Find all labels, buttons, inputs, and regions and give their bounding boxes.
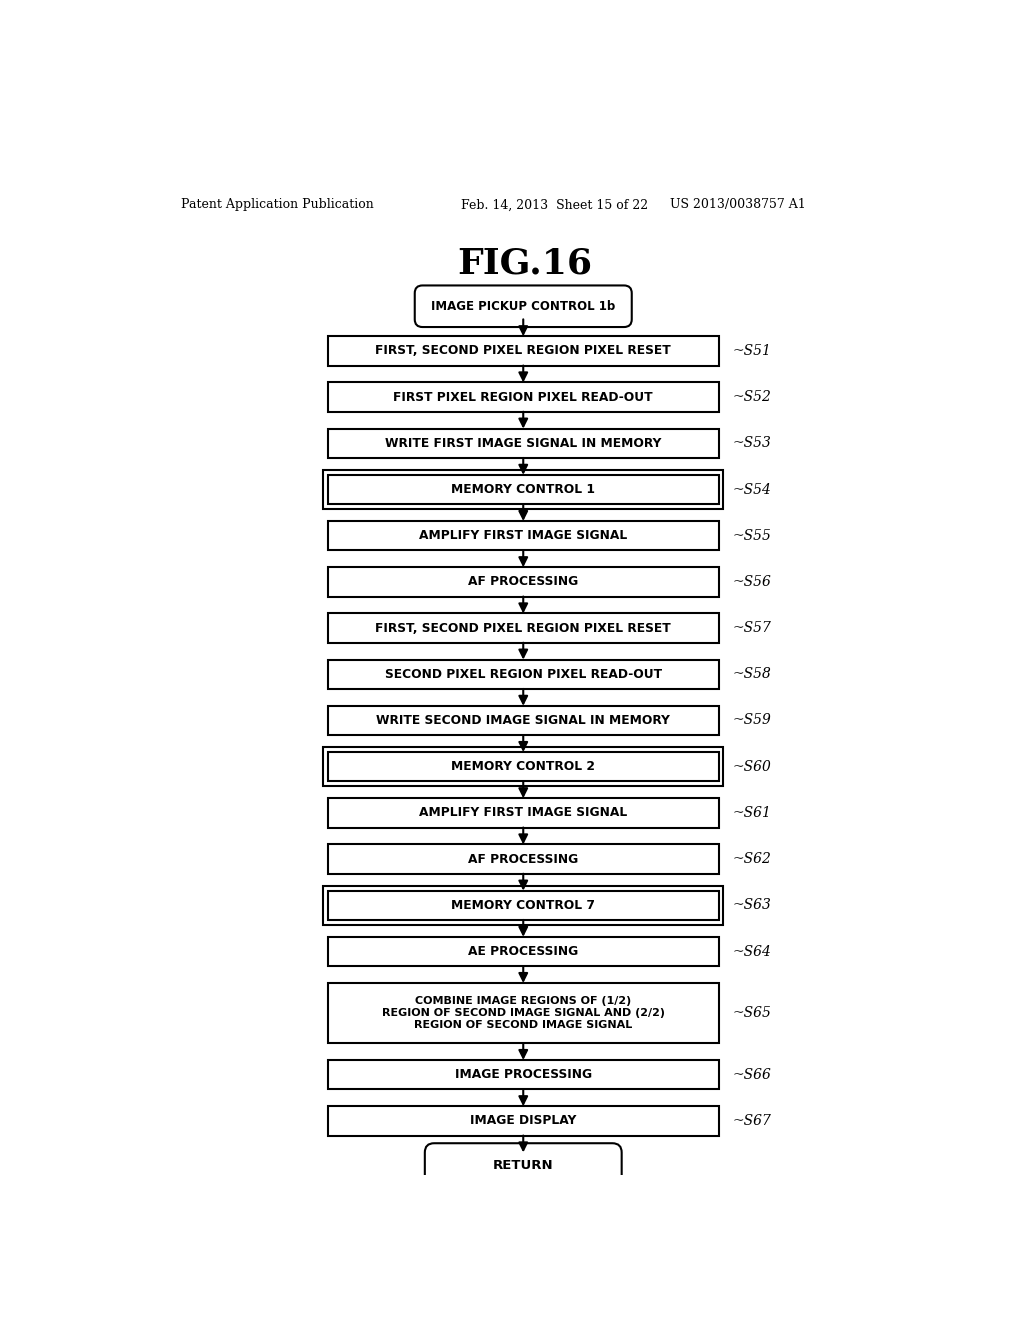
Text: MEMORY CONTROL 1: MEMORY CONTROL 1 xyxy=(452,483,595,496)
FancyBboxPatch shape xyxy=(328,845,719,874)
Text: ~S63: ~S63 xyxy=(732,899,771,912)
Text: FIG.16: FIG.16 xyxy=(458,247,592,281)
FancyBboxPatch shape xyxy=(328,891,719,920)
FancyBboxPatch shape xyxy=(324,470,723,508)
FancyBboxPatch shape xyxy=(324,747,723,785)
Text: Patent Application Publication: Patent Application Publication xyxy=(180,198,374,211)
Text: ~S52: ~S52 xyxy=(732,391,771,404)
FancyBboxPatch shape xyxy=(328,752,719,781)
FancyBboxPatch shape xyxy=(328,937,719,966)
Text: MEMORY CONTROL 7: MEMORY CONTROL 7 xyxy=(452,899,595,912)
Text: ~S62: ~S62 xyxy=(732,853,771,866)
Text: AF PROCESSING: AF PROCESSING xyxy=(468,576,579,589)
Text: FIRST, SECOND PIXEL REGION PIXEL RESET: FIRST, SECOND PIXEL REGION PIXEL RESET xyxy=(376,345,671,358)
Text: FIRST, SECOND PIXEL REGION PIXEL RESET: FIRST, SECOND PIXEL REGION PIXEL RESET xyxy=(376,622,671,635)
Text: ~S54: ~S54 xyxy=(732,483,771,496)
FancyBboxPatch shape xyxy=(328,1060,719,1089)
Text: RETURN: RETURN xyxy=(493,1159,554,1172)
Text: ~S64: ~S64 xyxy=(732,945,771,958)
FancyBboxPatch shape xyxy=(328,383,719,412)
Text: IMAGE PICKUP CONTROL 1b: IMAGE PICKUP CONTROL 1b xyxy=(431,300,615,313)
Text: ~S58: ~S58 xyxy=(732,668,771,681)
Text: Feb. 14, 2013  Sheet 15 of 22: Feb. 14, 2013 Sheet 15 of 22 xyxy=(461,198,648,211)
FancyBboxPatch shape xyxy=(328,337,719,366)
Text: IMAGE PROCESSING: IMAGE PROCESSING xyxy=(455,1068,592,1081)
Text: ~S57: ~S57 xyxy=(732,622,771,635)
FancyBboxPatch shape xyxy=(328,429,719,458)
Text: AMPLIFY FIRST IMAGE SIGNAL: AMPLIFY FIRST IMAGE SIGNAL xyxy=(419,807,628,820)
Text: MEMORY CONTROL 2: MEMORY CONTROL 2 xyxy=(452,760,595,774)
Text: ~S56: ~S56 xyxy=(732,576,771,589)
FancyBboxPatch shape xyxy=(328,568,719,597)
Text: AMPLIFY FIRST IMAGE SIGNAL: AMPLIFY FIRST IMAGE SIGNAL xyxy=(419,529,628,543)
Text: AE PROCESSING: AE PROCESSING xyxy=(468,945,579,958)
FancyBboxPatch shape xyxy=(328,799,719,828)
Text: WRITE FIRST IMAGE SIGNAL IN MEMORY: WRITE FIRST IMAGE SIGNAL IN MEMORY xyxy=(385,437,662,450)
Text: IMAGE DISPLAY: IMAGE DISPLAY xyxy=(470,1114,577,1127)
FancyBboxPatch shape xyxy=(328,475,719,504)
Text: ~S65: ~S65 xyxy=(732,1006,771,1020)
Text: ~S59: ~S59 xyxy=(732,714,771,727)
FancyBboxPatch shape xyxy=(328,706,719,735)
Text: ~S66: ~S66 xyxy=(732,1068,771,1081)
Text: ~S51: ~S51 xyxy=(732,345,771,358)
Text: ~S60: ~S60 xyxy=(732,760,771,774)
FancyBboxPatch shape xyxy=(328,1106,719,1135)
Text: WRITE SECOND IMAGE SIGNAL IN MEMORY: WRITE SECOND IMAGE SIGNAL IN MEMORY xyxy=(376,714,670,727)
FancyBboxPatch shape xyxy=(415,285,632,327)
Text: ~S55: ~S55 xyxy=(732,529,771,543)
Text: COMBINE IMAGE REGIONS OF (1/2)
REGION OF SECOND IMAGE SIGNAL AND (2/2)
REGION OF: COMBINE IMAGE REGIONS OF (1/2) REGION OF… xyxy=(382,997,665,1030)
Text: US 2013/0038757 A1: US 2013/0038757 A1 xyxy=(671,198,806,211)
Text: ~S53: ~S53 xyxy=(732,437,771,450)
Text: AF PROCESSING: AF PROCESSING xyxy=(468,853,579,866)
Text: ~S61: ~S61 xyxy=(732,807,771,820)
Text: FIRST PIXEL REGION PIXEL READ-OUT: FIRST PIXEL REGION PIXEL READ-OUT xyxy=(393,391,653,404)
Text: SECOND PIXEL REGION PIXEL READ-OUT: SECOND PIXEL REGION PIXEL READ-OUT xyxy=(385,668,662,681)
FancyBboxPatch shape xyxy=(425,1143,622,1188)
FancyBboxPatch shape xyxy=(328,983,719,1043)
FancyBboxPatch shape xyxy=(324,886,723,924)
FancyBboxPatch shape xyxy=(328,660,719,689)
Text: ~S67: ~S67 xyxy=(732,1114,771,1127)
FancyBboxPatch shape xyxy=(328,614,719,643)
FancyBboxPatch shape xyxy=(328,521,719,550)
